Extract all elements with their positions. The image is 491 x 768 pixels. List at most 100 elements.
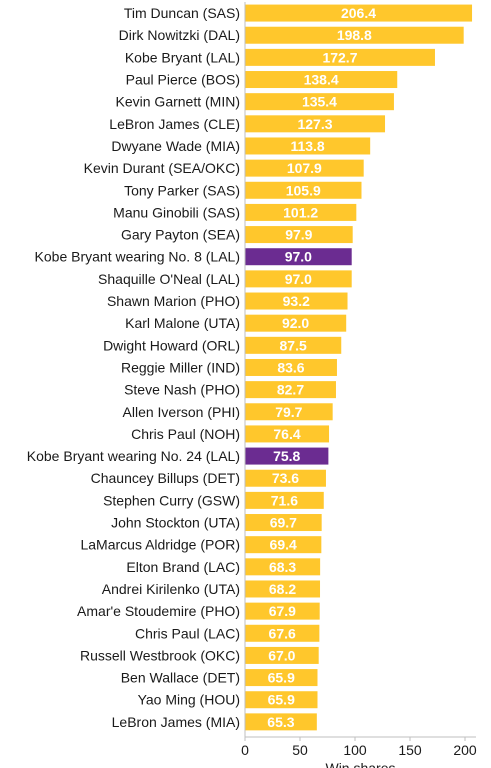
category-label: Stephen Curry (GSW) [103, 492, 240, 508]
bar [245, 336, 342, 354]
bar [245, 26, 464, 44]
bar [245, 536, 322, 554]
value-label: 97.0 [285, 271, 312, 287]
category-label: Amar'e Stoudemire (PHO) [77, 603, 240, 619]
x-axis: 0 50 100 150 200 [241, 2, 477, 758]
category-label: LaMarcus Aldridge (POR) [80, 537, 240, 553]
bar [245, 602, 320, 620]
x-axis-title: Win shares [325, 760, 395, 768]
x-tick-label: 0 [241, 742, 249, 758]
bar [245, 691, 318, 709]
value-label: 127.3 [297, 116, 332, 132]
bar [245, 624, 320, 642]
bar [245, 469, 326, 487]
value-label: 83.6 [277, 359, 304, 375]
value-label: 69.7 [270, 515, 297, 531]
bar [245, 514, 322, 532]
category-label: Dwight Howard (ORL) [103, 337, 240, 353]
category-label: Reggie Miller (IND) [121, 359, 240, 375]
value-label: 92.0 [282, 315, 309, 331]
value-label: 82.7 [277, 382, 304, 398]
bar [245, 115, 386, 133]
value-label: 101.2 [283, 204, 318, 220]
category-label: Kevin Durant (SEA/OKC) [84, 160, 240, 176]
category-label: Paul Pierce (BOS) [126, 72, 240, 88]
category-label: Allen Iverson (PHI) [123, 404, 240, 420]
bar [245, 669, 318, 687]
category-label: Kobe Bryant wearing No. 24 (LAL) [27, 448, 240, 464]
category-label: Shaquille O'Neal (LAL) [98, 271, 240, 287]
bar [245, 93, 394, 111]
value-label: 73.6 [272, 470, 299, 486]
category-label: Steve Nash (PHO) [124, 382, 240, 398]
bar [245, 558, 321, 576]
bar [245, 381, 336, 399]
value-label: 107.9 [287, 160, 322, 176]
category-label: Kobe Bryant wearing No. 8 (LAL) [35, 249, 240, 265]
value-label: 97.9 [285, 227, 312, 243]
bar [245, 580, 321, 598]
category-label: Shawn Marion (PHO) [107, 293, 240, 309]
category-label: Ben Wallace (DET) [121, 670, 240, 686]
bar [245, 159, 364, 177]
bar [245, 425, 330, 443]
category-label: Chris Paul (LAC) [135, 625, 240, 641]
category-label: Tony Parker (SAS) [124, 182, 240, 198]
bar [245, 4, 473, 22]
bar [245, 292, 348, 310]
category-label: Dwyane Wade (MIA) [111, 138, 240, 154]
value-label: 75.8 [273, 448, 300, 464]
bars: 206.4 198.8 172.7 138.4 135.4 127.3 113.8 107.9… [245, 4, 473, 731]
value-label: 87.5 [280, 337, 307, 353]
category-label: Kevin Garnett (MIN) [116, 94, 240, 110]
bar [245, 403, 333, 421]
category-label: Dirk Nowitzki (DAL) [119, 27, 240, 43]
value-label: 198.8 [337, 27, 372, 43]
x-tick-label: 200 [453, 742, 477, 758]
bar [245, 270, 352, 288]
value-label: 113.8 [290, 138, 324, 154]
bar [245, 181, 362, 199]
category-label: Chris Paul (NOH) [131, 426, 240, 442]
value-label: 93.2 [283, 293, 310, 309]
bar [245, 447, 329, 465]
y-axis-labels: Tim Duncan (SAS) Dirk Nowitzki (DAL) Kobe … [27, 5, 240, 730]
value-label: 76.4 [273, 426, 300, 442]
category-label: Kobe Bryant (LAL) [125, 49, 240, 65]
bar [245, 314, 347, 332]
bar [245, 48, 435, 66]
value-label: 79.7 [275, 404, 302, 420]
value-label: 71.6 [271, 492, 298, 508]
x-tick-label: 50 [292, 742, 308, 758]
bar [245, 491, 324, 509]
category-label: Russell Westbrook (OKC) [80, 647, 240, 663]
category-label: Chauncey Billups (DET) [91, 470, 240, 486]
category-label: John Stockton (UTA) [111, 515, 240, 531]
category-label: Yao Ming (HOU) [138, 692, 240, 708]
x-tick-label: 100 [343, 742, 367, 758]
value-label: 67.9 [269, 603, 296, 619]
value-label: 65.9 [268, 670, 295, 686]
value-label: 69.4 [270, 537, 297, 553]
category-label: LeBron James (MIA) [112, 714, 240, 730]
bar [245, 646, 319, 664]
value-label: 97.0 [285, 249, 312, 265]
category-label: Elton Brand (LAC) [126, 559, 240, 575]
value-label: 135.4 [302, 94, 337, 110]
bar [245, 226, 353, 244]
value-label: 206.4 [341, 5, 376, 21]
value-label: 68.2 [269, 581, 296, 597]
bar [245, 203, 357, 221]
value-label: 68.3 [269, 559, 296, 575]
value-label: 67.0 [268, 647, 295, 663]
x-tick-label: 150 [398, 742, 422, 758]
value-label: 65.9 [268, 692, 295, 708]
bar [245, 248, 352, 266]
category-label: LeBron James (CLE) [109, 116, 240, 132]
bar [245, 713, 317, 731]
category-label: Tim Duncan (SAS) [124, 5, 240, 21]
value-label: 138.4 [304, 72, 339, 88]
value-label: 65.3 [267, 714, 294, 730]
category-label: Andrei Kirilenko (UTA) [102, 581, 240, 597]
bar [245, 71, 398, 89]
